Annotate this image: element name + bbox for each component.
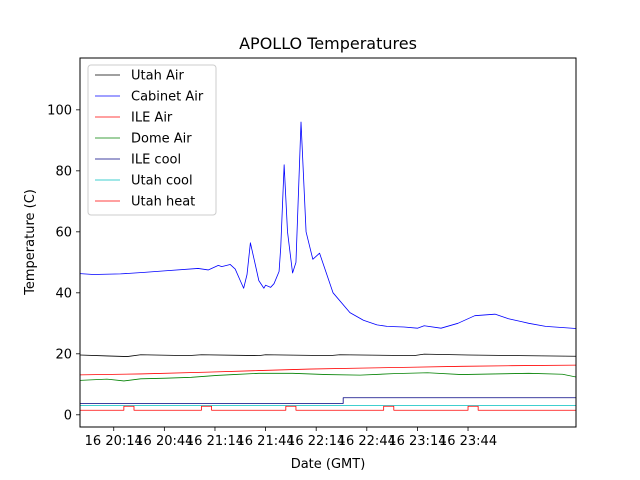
legend-label: Utah cool xyxy=(131,174,193,189)
y-tick-label: 40 xyxy=(55,286,72,301)
series-line-utah-heat xyxy=(80,405,576,411)
legend-label: ILE cool xyxy=(131,153,181,168)
x-tick-label: 16 22:14 xyxy=(287,434,345,449)
x-axis-title: Date (GMT) xyxy=(291,457,366,472)
plot-frame xyxy=(79,57,577,428)
series-line-dome-air xyxy=(80,372,576,382)
y-tick-label: 100 xyxy=(47,103,72,118)
legend-label: ILE Air xyxy=(131,111,173,126)
x-tick-label: 16 23:44 xyxy=(439,434,497,449)
x-tick-label: 16 20:44 xyxy=(135,434,193,449)
series-line-ile-air xyxy=(80,364,576,376)
legend-box xyxy=(87,64,217,216)
plot-area xyxy=(79,57,577,428)
x-tick-label: 16 21:14 xyxy=(186,434,244,449)
y-tick-label: 80 xyxy=(55,164,72,179)
y-tick-label: 20 xyxy=(55,347,72,362)
x-tick-label: 16 21:44 xyxy=(237,434,295,449)
x-tick-label: 16 20:14 xyxy=(85,434,143,449)
series-line-utah-air xyxy=(80,353,576,357)
series-line-cabinet-air xyxy=(80,121,576,329)
y-tick-label: 60 xyxy=(55,225,72,240)
chart-title: APOLLO Temperatures xyxy=(239,34,417,53)
x-tick-label: 16 23:14 xyxy=(388,434,446,449)
legend: Utah Air Cabinet Air ILE Air Dome Air ILE co… xyxy=(87,64,217,216)
y-axis-title: Temperature (C) xyxy=(23,189,38,296)
legend-label: Utah heat xyxy=(131,195,195,210)
x-tick-label: 16 22:44 xyxy=(338,434,396,449)
legend-label: Utah Air xyxy=(131,69,184,84)
y-axis: 0 20 40 60 80 100 xyxy=(47,103,80,423)
legend-label: Dome Air xyxy=(131,132,192,147)
series-group xyxy=(80,121,576,411)
legend-label: Cabinet Air xyxy=(131,90,204,105)
series-line-ile-cool xyxy=(80,397,576,404)
y-tick-label: 0 xyxy=(64,408,72,423)
